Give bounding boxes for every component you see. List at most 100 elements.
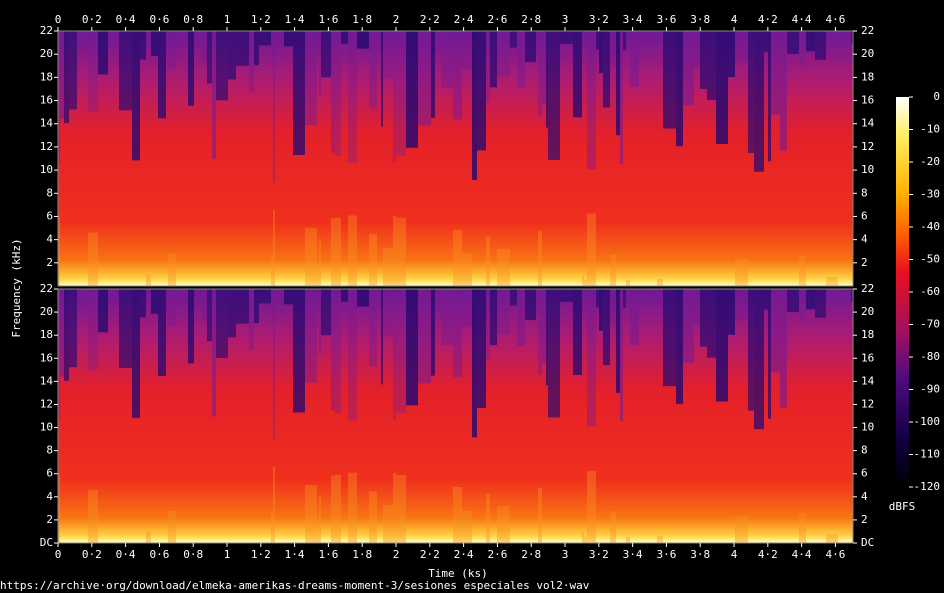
spectrogram-texture: [58, 472, 60, 543]
spectrogram-texture: [599, 31, 603, 73]
y-tick-label: 16: [40, 351, 53, 364]
spectrogram-texture: [228, 289, 236, 338]
spectrogram-texture: [652, 289, 657, 302]
y-tick-label: 2: [861, 513, 868, 526]
spectrogram-texture: [369, 289, 377, 367]
spectrogram-texture: [77, 289, 88, 310]
spectrogram-texture: [620, 31, 623, 164]
x-tick-label: 3·6: [656, 548, 676, 561]
spectrogram-texture: [826, 31, 838, 46]
spectrogram-texture: [657, 289, 663, 303]
spectrogram-texture: [799, 255, 806, 286]
x-tick-label: 1: [224, 13, 231, 26]
x-tick-label: 4: [731, 548, 738, 561]
spectrogram-texture: [319, 495, 321, 543]
spectrogram-texture: [587, 470, 596, 543]
spectrogram-texture: [626, 537, 630, 543]
spectrogram-texture: [462, 510, 472, 543]
spectrogram-texture: [381, 31, 383, 127]
spectrogram-texture: [462, 253, 472, 286]
spectrogram-texture: [657, 31, 663, 45]
footer: https://archive·org/download/elmeka-amer…: [0, 579, 590, 592]
spectrogram-texture: [271, 254, 273, 286]
spectrogram-texture: [707, 31, 716, 100]
colorbar-tick-label: -30: [920, 188, 940, 201]
y-tick-label: 20: [861, 305, 874, 318]
spectrogram-texture: [639, 31, 652, 45]
spectrogram-texture: [369, 234, 377, 286]
spectrogram-texture: [546, 289, 548, 386]
spectrogram-texture: [168, 510, 176, 543]
y-tick-label: 10: [861, 421, 874, 434]
spectrogram-texture: [88, 289, 98, 370]
spectrogram-texture: [735, 515, 748, 543]
spectrogram-texture: [584, 279, 587, 286]
spectrogram-texture: [639, 289, 652, 303]
spectrogram-texture: [348, 289, 357, 421]
y-tick-label: 18: [861, 70, 874, 83]
spectrogram-texture: [560, 289, 573, 302]
spectrogram-texture: [166, 289, 168, 313]
spectrogram-texture: [393, 289, 396, 420]
spectrogram-texture: [663, 289, 676, 387]
spectrogram-texture: [510, 289, 517, 306]
spectrogram-texture: [369, 31, 377, 109]
spectrogram-texture: [396, 217, 406, 286]
spectrogram-texture: [826, 277, 838, 286]
spectrogram-texture: [212, 31, 216, 159]
spectrogram-texture: [626, 31, 630, 45]
y-tick-label: 2: [46, 513, 53, 526]
spectrogram-texture: [603, 31, 610, 108]
spectrogram-texture: [582, 31, 584, 47]
colorbar-tick-label: -10: [920, 123, 940, 136]
spectrogram-texture: [497, 506, 510, 543]
spectrogram-texture: [273, 31, 275, 183]
x-tick-label: 3: [562, 548, 569, 561]
spectrogram-texture: [158, 289, 166, 376]
y-tick-label: DC: [40, 536, 53, 549]
spectrogram-texture: [435, 31, 441, 52]
spectrogram-texture: [838, 31, 851, 44]
spectrogram-texture: [735, 289, 748, 320]
spectrogram-texture: [377, 31, 381, 50]
spectrogram-texture: [486, 31, 490, 103]
spectrogram-texture: [176, 289, 188, 303]
y-tick-label: 12: [40, 140, 53, 153]
spectrogram-texture: [168, 289, 176, 327]
spectrogram-texture: [453, 31, 462, 120]
y-tick-label: 4: [46, 490, 53, 503]
spectrogram-texture: [273, 289, 275, 441]
spectrogram-texture: [348, 31, 357, 164]
spectrogram-texture: [132, 289, 140, 418]
spectrogram-texture: [610, 511, 616, 543]
spectrogram-texture: [560, 31, 573, 44]
spectrogram-texture: [305, 31, 317, 125]
spectrogram-texture: [510, 31, 517, 48]
spectrogram-texture: [212, 289, 216, 417]
spectrogram-texture: [815, 289, 826, 318]
spectrogram-texture: [694, 289, 700, 325]
spectrogram-texture: [453, 229, 462, 286]
spectrogram-texture: [108, 31, 119, 46]
y-tick-label: 4: [861, 233, 868, 246]
y-tick-label: 12: [40, 397, 53, 410]
spectrogram-texture: [383, 505, 393, 543]
y-tick-label: 6: [46, 467, 53, 480]
spectrogram-texture: [319, 238, 321, 286]
y-tick-label: 18: [861, 328, 874, 341]
spectrogram-texture: [418, 289, 431, 384]
x-tick-label: 1·8: [352, 548, 372, 561]
spectrogram-texture: [273, 209, 275, 286]
x-tick-label: 2·4: [454, 548, 474, 561]
spectrogram-texture: [596, 31, 599, 50]
y-tick-label: 4: [46, 233, 53, 246]
spectrogram-texture: [132, 31, 140, 161]
spectrogram-texture: [69, 31, 77, 110]
spectrogram-texture: [700, 289, 707, 347]
spectrogram-texture: [202, 31, 207, 63]
plot-frame: [57, 288, 854, 544]
spectrogram-texture: [341, 31, 348, 44]
x-tick-label: 1·4: [285, 13, 305, 26]
y-tick-label: 22: [861, 24, 874, 37]
y-tick-label: 20: [40, 47, 53, 60]
